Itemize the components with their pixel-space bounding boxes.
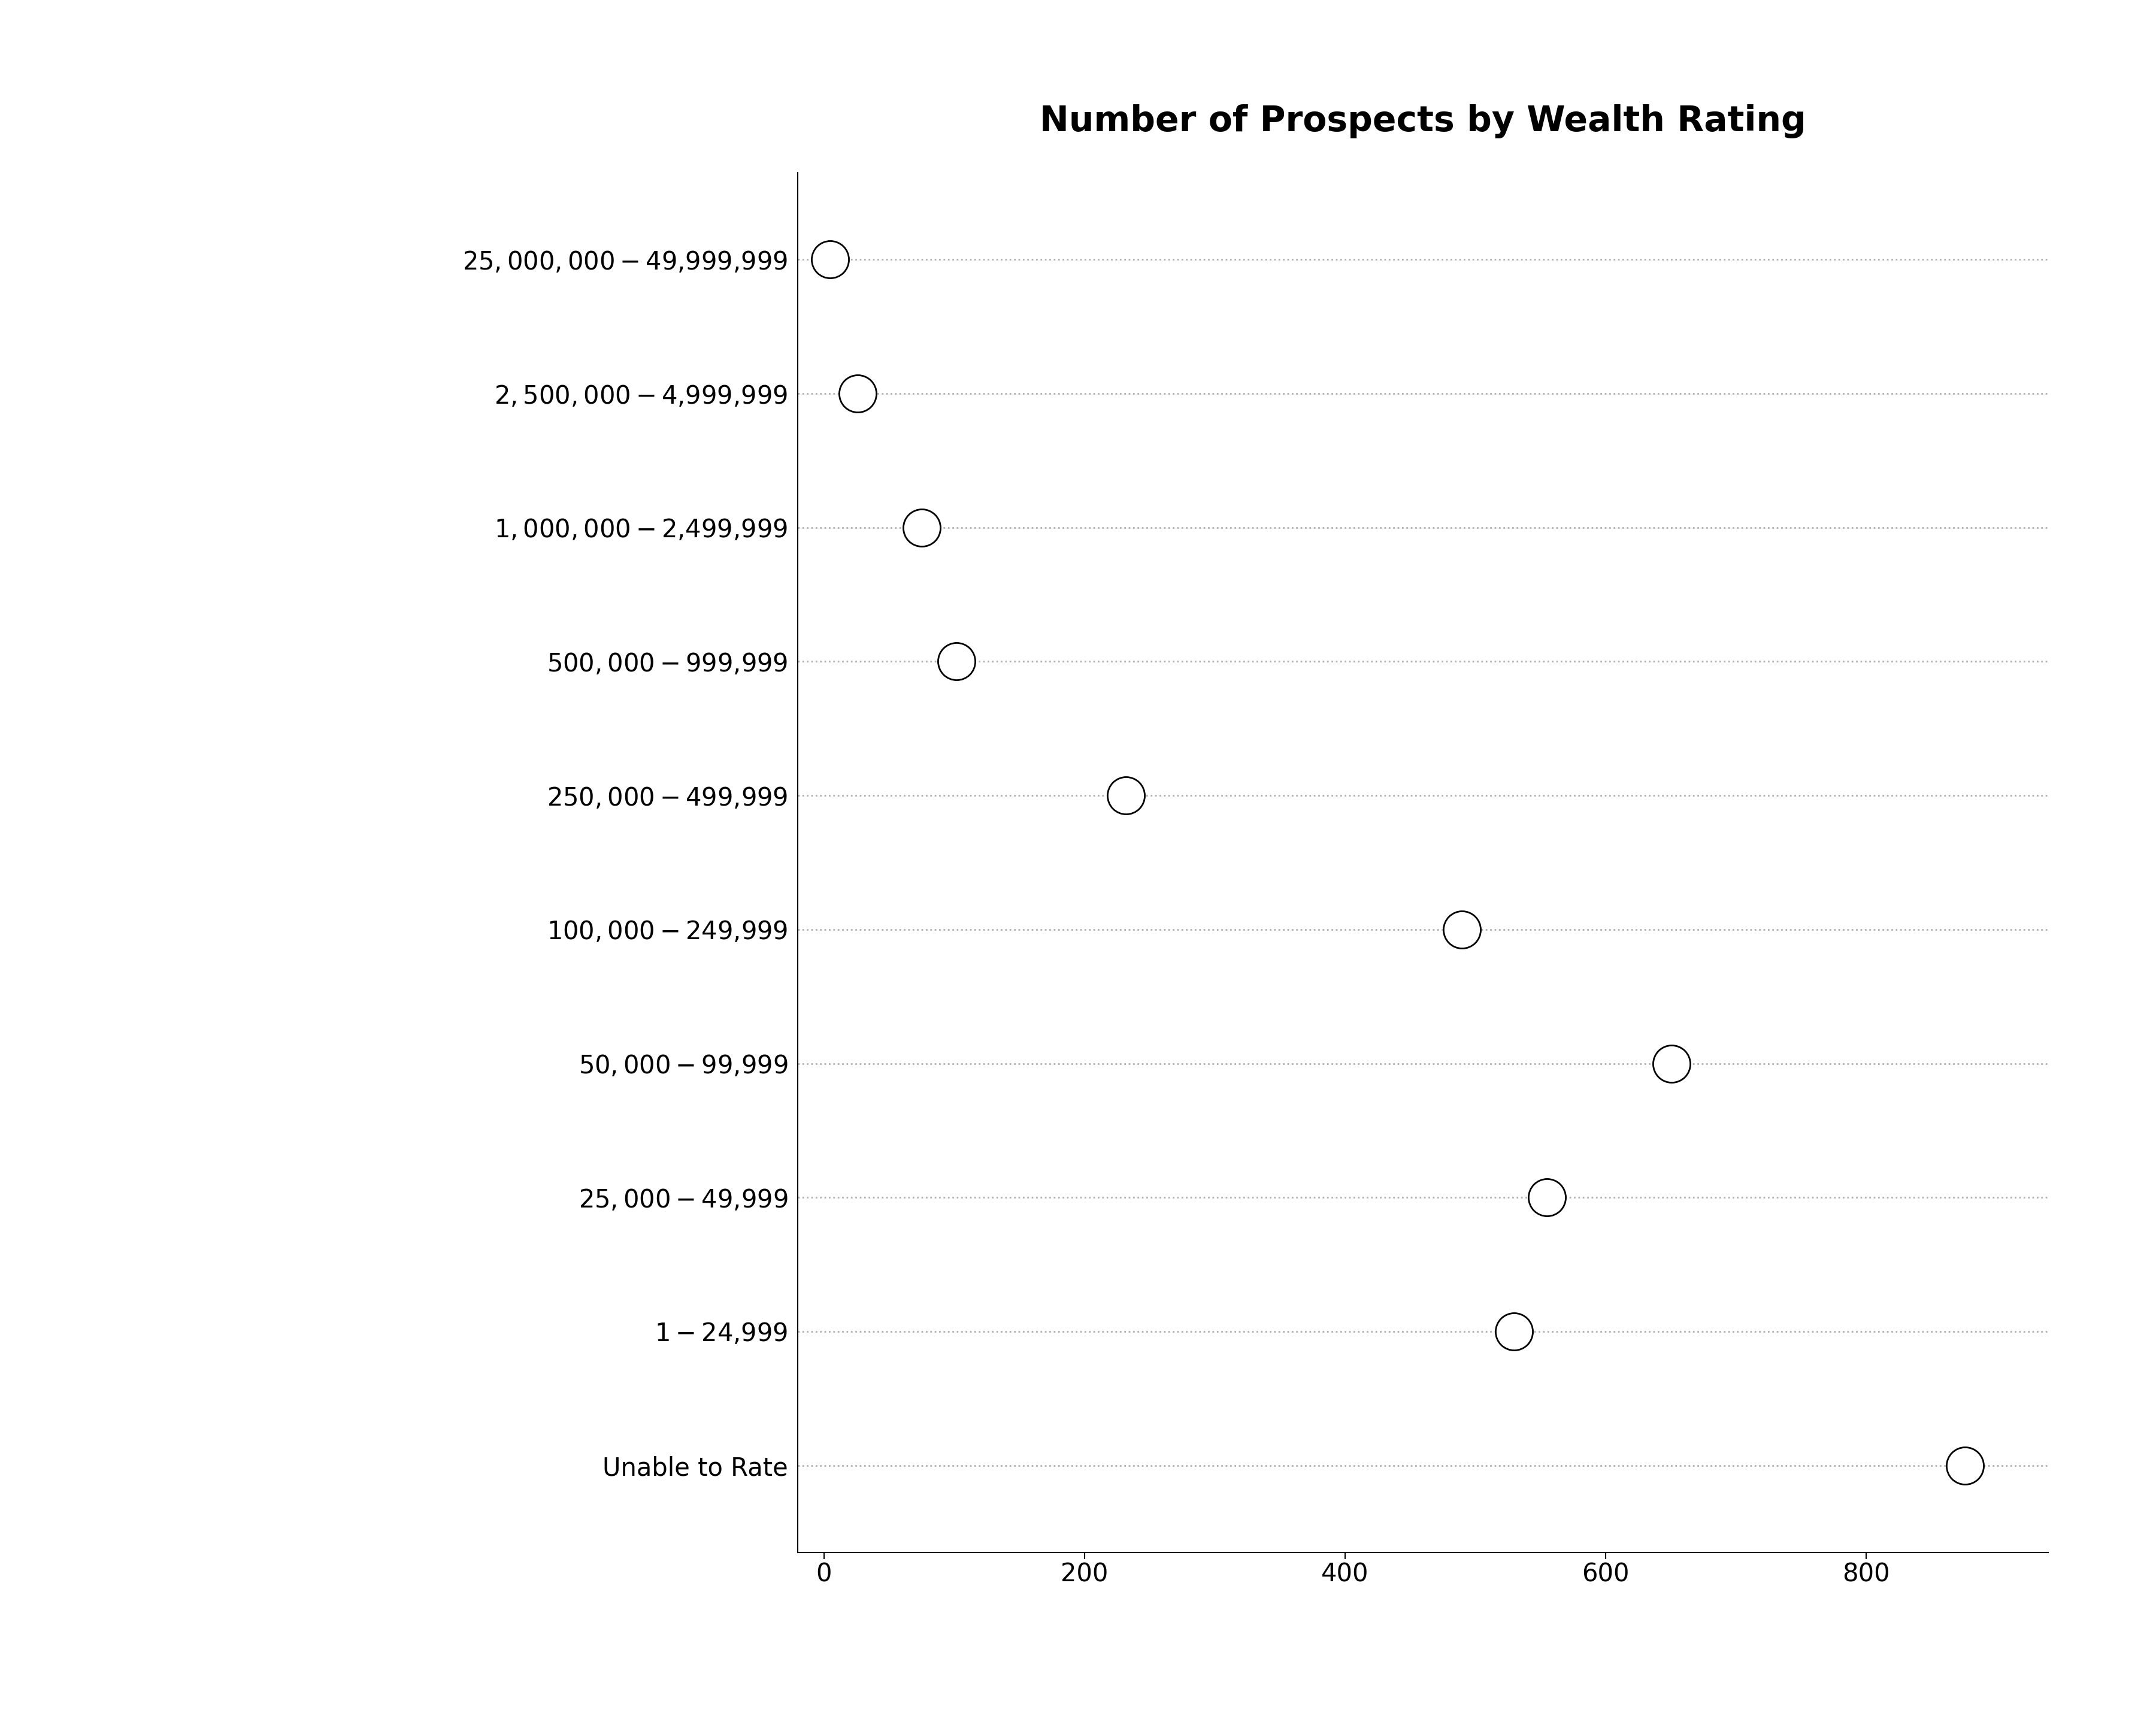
Point <box>940 647 975 674</box>
Point <box>1529 1183 1563 1211</box>
Point <box>1947 1452 1981 1480</box>
Point <box>1445 916 1479 944</box>
Point <box>1496 1318 1531 1346</box>
Point <box>813 245 847 273</box>
Point <box>903 514 938 542</box>
Point <box>1108 781 1143 809</box>
Title: Number of Prospects by Wealth Rating: Number of Prospects by Wealth Rating <box>1039 104 1807 138</box>
Point <box>841 380 875 407</box>
Point <box>1654 1051 1688 1078</box>
